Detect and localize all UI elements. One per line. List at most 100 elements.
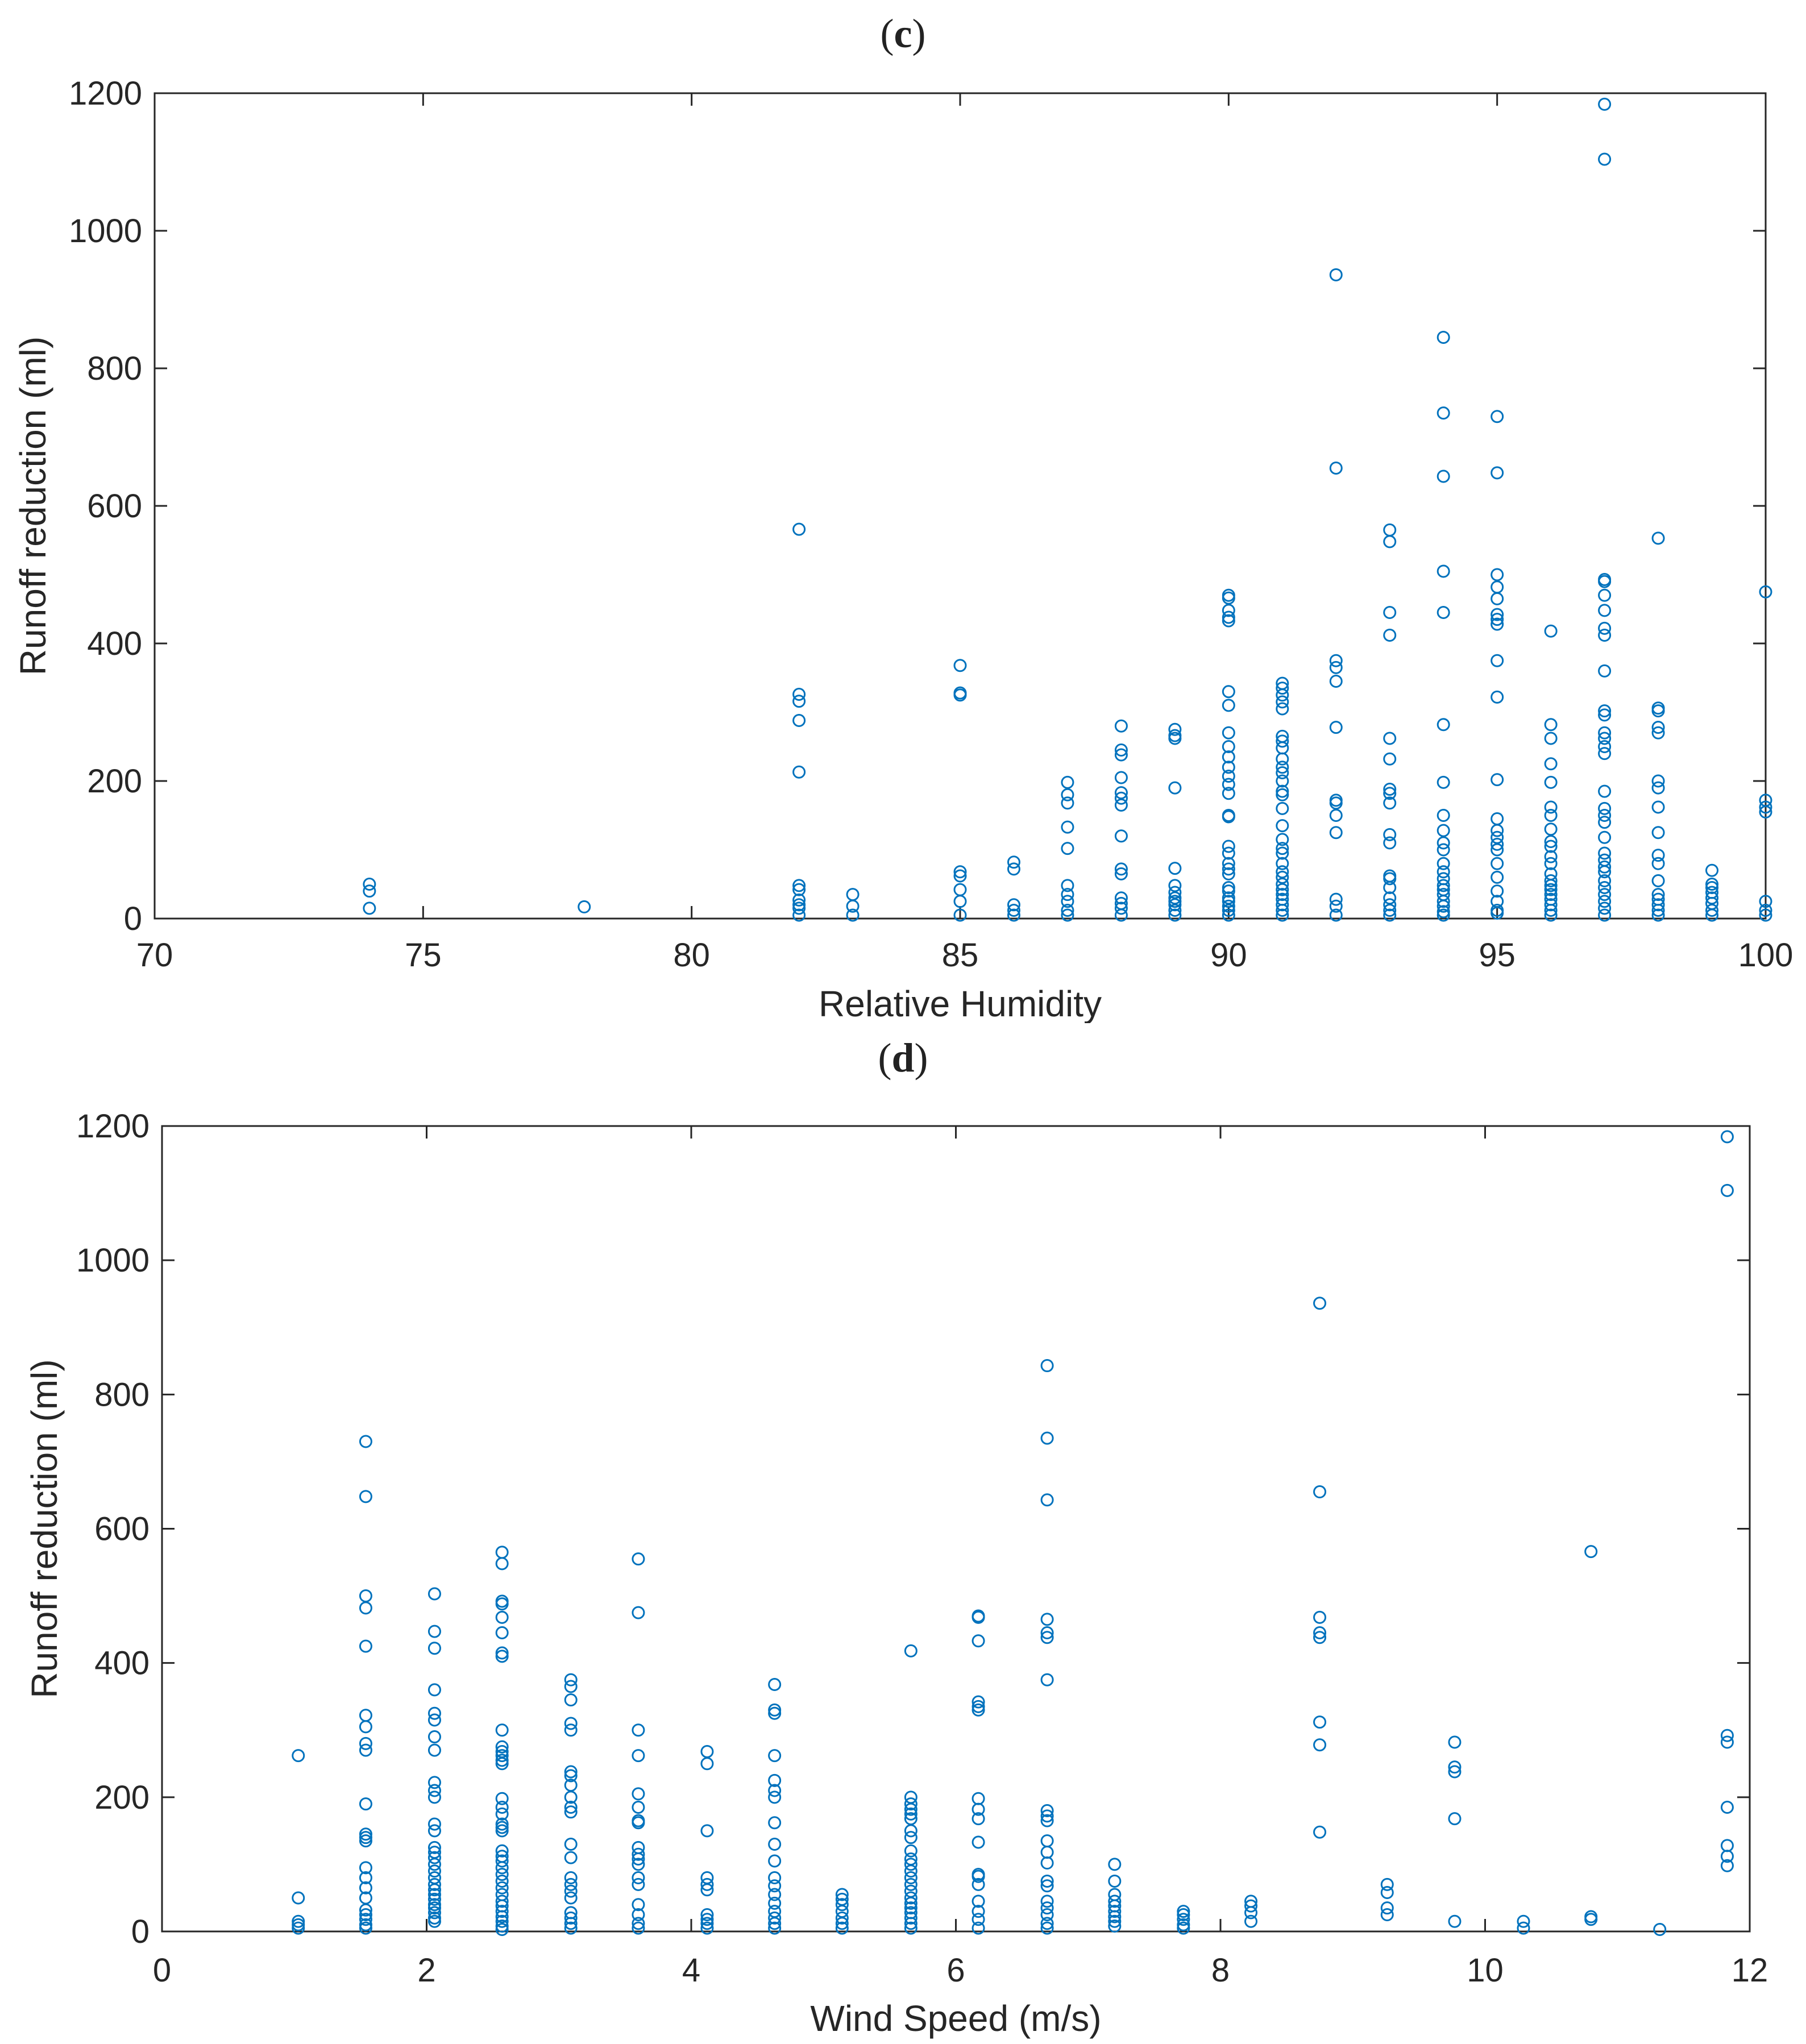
data-point xyxy=(1276,788,1289,801)
data-point xyxy=(904,1901,917,1915)
data-point xyxy=(1040,1493,1054,1507)
data-point xyxy=(904,1891,917,1905)
data-point xyxy=(1437,775,1450,789)
data-point xyxy=(1720,1183,1734,1197)
data-point xyxy=(495,1910,509,1923)
data-point xyxy=(1651,774,1665,788)
x-tick-label: 6 xyxy=(946,1952,965,1989)
data-point xyxy=(578,900,591,913)
data-point xyxy=(1705,891,1719,905)
data-point xyxy=(768,1749,782,1763)
data-point xyxy=(427,1706,441,1720)
data-point xyxy=(495,1920,509,1933)
data-point xyxy=(1383,903,1397,917)
data-point xyxy=(1276,898,1289,912)
data-point xyxy=(971,1703,985,1717)
data-point xyxy=(1168,732,1182,745)
data-point xyxy=(495,1861,509,1875)
data-point xyxy=(359,1861,372,1875)
data-point xyxy=(1040,1626,1054,1640)
data-point xyxy=(427,1824,441,1838)
data-point xyxy=(1222,891,1235,905)
data-point xyxy=(1276,741,1289,755)
data-point xyxy=(1598,888,1612,901)
data-point xyxy=(632,1898,645,1912)
data-point xyxy=(700,1871,714,1885)
data-point xyxy=(1437,895,1450,908)
data-point xyxy=(1276,888,1289,901)
data-point xyxy=(1720,1801,1734,1814)
data-point xyxy=(632,1801,645,1814)
data-point xyxy=(904,1644,917,1657)
data-point xyxy=(971,1869,985,1883)
data-point xyxy=(1544,809,1558,822)
data-point xyxy=(1114,908,1128,922)
data-point xyxy=(1040,1874,1054,1888)
data-point xyxy=(1544,840,1558,853)
data-point xyxy=(427,1898,441,1912)
data-point xyxy=(1040,1856,1054,1870)
data-point xyxy=(1276,774,1289,788)
data-point xyxy=(1313,1297,1327,1310)
data-point xyxy=(1007,898,1020,912)
data-point xyxy=(1108,1895,1122,1908)
data-point xyxy=(1222,770,1235,783)
data-point xyxy=(427,1871,441,1885)
data-point xyxy=(1040,1809,1054,1823)
data-point xyxy=(427,1642,441,1655)
data-point xyxy=(904,1797,917,1811)
data-point xyxy=(1108,1874,1122,1888)
y-tick-label: 400 xyxy=(87,625,142,662)
data-point xyxy=(427,1888,441,1901)
data-point xyxy=(768,1921,782,1935)
data-point xyxy=(564,1717,578,1730)
data-point xyxy=(1437,879,1450,892)
data-point xyxy=(1329,908,1343,922)
data-point xyxy=(846,899,860,913)
data-point xyxy=(1276,682,1289,695)
data-point xyxy=(1114,829,1128,843)
x-tick-label: 8 xyxy=(1211,1952,1230,1989)
data-point xyxy=(359,1736,372,1750)
data-point xyxy=(904,1917,917,1930)
data-point xyxy=(768,1706,782,1720)
data-point xyxy=(632,1606,645,1619)
data-point xyxy=(1491,857,1504,870)
data-point xyxy=(292,1891,305,1905)
data-point xyxy=(1437,331,1450,344)
data-point xyxy=(835,1921,849,1935)
data-point xyxy=(1448,1812,1462,1826)
data-point xyxy=(359,1720,372,1734)
data-point xyxy=(359,1834,372,1848)
data-point xyxy=(1598,726,1612,740)
data-point xyxy=(971,1835,985,1849)
data-point xyxy=(1759,895,1772,908)
data-point xyxy=(1651,800,1665,814)
data-point xyxy=(1276,688,1289,702)
data-point xyxy=(564,1801,578,1814)
data-point xyxy=(359,1913,372,1926)
data-point xyxy=(1705,908,1719,922)
data-point xyxy=(1114,791,1128,805)
data-point xyxy=(904,1807,917,1821)
y-tick-label: 1200 xyxy=(76,1108,150,1145)
data-point xyxy=(835,1898,849,1912)
data-point xyxy=(953,869,967,883)
data-point xyxy=(1383,908,1397,922)
data-point xyxy=(1380,1877,1394,1891)
data-point xyxy=(1584,1545,1598,1559)
data-point xyxy=(768,1905,782,1918)
y-tick-label: 1000 xyxy=(76,1242,150,1279)
data-point xyxy=(1040,1908,1054,1921)
data-point xyxy=(1061,903,1074,917)
data-point xyxy=(1437,564,1450,578)
data-point xyxy=(564,1851,578,1864)
data-point xyxy=(1598,152,1612,166)
data-point xyxy=(1448,1765,1462,1779)
data-point xyxy=(953,895,967,908)
data-point xyxy=(1313,1626,1327,1640)
data-point xyxy=(1040,1895,1054,1908)
data-point xyxy=(1383,787,1397,800)
data-point xyxy=(1598,747,1612,761)
data-point xyxy=(1329,892,1343,906)
